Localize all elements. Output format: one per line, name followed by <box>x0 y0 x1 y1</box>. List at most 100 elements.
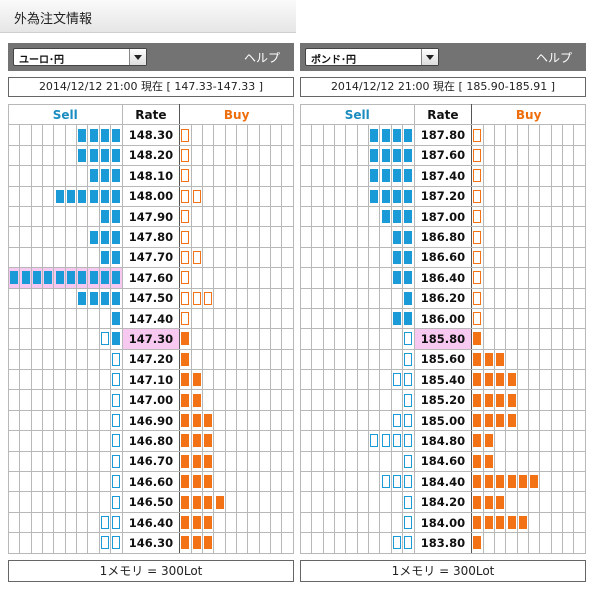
rate-value: 186.20 <box>413 287 473 309</box>
order-book-table: Sell Rate Buy 187.80 187.60 187.40 187.20 18… <box>299 103 586 554</box>
sell-cell <box>299 226 313 248</box>
buy-cell <box>505 205 518 228</box>
buy-volume-block <box>181 475 190 489</box>
order-row: 148.10 <box>7 165 294 187</box>
sell-cell <box>76 226 89 248</box>
sell-cell <box>7 369 21 391</box>
sell-cell <box>53 144 66 167</box>
buy-cell <box>236 328 249 350</box>
sell-cell <box>299 144 313 167</box>
buy-cell <box>562 369 575 391</box>
buy-cell <box>482 185 495 207</box>
rate-value: 184.00 <box>413 511 473 534</box>
sell-volume-block <box>44 271 53 285</box>
sell-volume-block-empty <box>404 393 413 407</box>
sell-cell <box>390 369 404 391</box>
order-row: 186.60 <box>299 246 586 269</box>
buy-cell <box>201 124 215 146</box>
buy-cell <box>270 430 283 452</box>
sell-cell <box>42 205 55 228</box>
sell-cell <box>368 471 381 493</box>
sell-cell <box>110 205 123 228</box>
sell-volume-block <box>21 271 30 285</box>
help-link[interactable]: ヘルプ <box>535 51 572 65</box>
sell-cell <box>390 348 404 371</box>
buy-cell <box>179 124 192 146</box>
sell-cell <box>7 532 21 554</box>
sell-cell <box>390 185 404 207</box>
order-row: 147.50 <box>7 287 294 309</box>
sell-cell <box>7 246 21 269</box>
sell-cell <box>76 205 89 228</box>
sell-cell <box>19 165 32 187</box>
buy-cell <box>573 369 586 391</box>
buy-cell <box>550 205 564 228</box>
sell-cell <box>311 532 324 554</box>
buy-cell <box>573 511 586 534</box>
buy-cell <box>528 205 541 228</box>
buy-cell <box>247 369 260 391</box>
buy-volume-block <box>484 516 493 529</box>
sell-volume-block-empty <box>392 373 401 387</box>
buy-cell <box>258 246 272 269</box>
buy-header: Buy <box>471 103 586 126</box>
buy-cell <box>562 511 575 534</box>
sell-cell <box>76 267 89 289</box>
sell-cell <box>368 450 381 473</box>
buy-cell <box>573 471 586 493</box>
sell-cell <box>345 144 358 167</box>
currency-pair-select[interactable]: ポンド･円 <box>305 48 439 66</box>
buy-cell <box>539 124 552 146</box>
chevron-down-icon[interactable] <box>129 49 146 65</box>
sell-cell <box>87 511 100 534</box>
rate-value: 186.60 <box>413 246 473 269</box>
buy-cell <box>550 165 564 187</box>
panel-toolbar: ユーロ･円 ヘルプ <box>8 43 294 71</box>
buy-cell <box>550 409 564 432</box>
sell-volume-block <box>404 169 413 183</box>
rate-value: 147.70 <box>121 246 181 269</box>
rate-value: 186.40 <box>413 267 473 289</box>
sell-cell <box>379 450 392 473</box>
buy-cell <box>201 226 215 248</box>
sell-cell <box>345 246 358 269</box>
buy-cell <box>190 267 203 289</box>
buy-volume-block <box>518 516 527 529</box>
sell-cell <box>110 144 123 167</box>
buy-cell <box>258 307 272 330</box>
buy-volume-block <box>181 495 190 509</box>
sell-cell <box>379 511 392 534</box>
buy-cell <box>179 185 192 207</box>
buy-cell <box>179 328 192 350</box>
buy-cell <box>281 144 294 167</box>
sell-cell <box>322 389 336 411</box>
buy-cell <box>201 471 215 493</box>
sell-cell <box>76 409 89 432</box>
chevron-down-icon[interactable] <box>421 49 438 65</box>
buy-cell <box>493 450 507 473</box>
sell-cell <box>356 348 370 371</box>
currency-pair-select[interactable]: ユーロ･円 <box>13 48 147 66</box>
sell-cell <box>322 185 336 207</box>
buy-cell <box>562 267 575 289</box>
sell-cell <box>311 226 324 248</box>
buy-cell <box>471 307 484 330</box>
sell-volume-block-empty <box>370 434 379 448</box>
sell-cell <box>322 532 336 554</box>
sell-cell <box>345 532 358 554</box>
sell-cell <box>42 369 55 391</box>
buy-cell <box>281 307 294 330</box>
sell-cell <box>30 205 44 228</box>
buy-cell <box>281 348 294 371</box>
sell-header: Sell <box>300 103 415 126</box>
buy-cell <box>190 511 203 534</box>
sell-cell <box>7 287 21 309</box>
buy-cell <box>493 511 507 534</box>
rate-value: 147.80 <box>121 226 181 248</box>
buy-cell <box>247 491 260 513</box>
buy-cell <box>550 450 564 473</box>
help-link[interactable]: ヘルプ <box>243 51 280 65</box>
buy-cell <box>179 307 192 330</box>
buy-cell <box>201 165 215 187</box>
rate-value: 187.40 <box>413 165 473 187</box>
